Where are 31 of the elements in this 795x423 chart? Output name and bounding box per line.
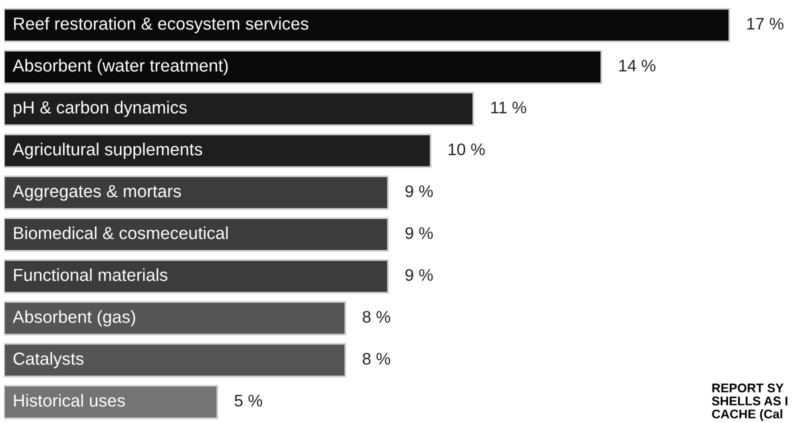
data-label: 10 %	[448, 143, 485, 156]
data-label: 9 %	[405, 227, 433, 240]
y-tick-label: Absorbent (water treatment)	[12, 58, 228, 76]
bar	[4, 92, 474, 126]
data-label: 8 %	[362, 310, 390, 323]
bar	[4, 301, 346, 336]
y-tick-label: Historical uses	[14, 394, 125, 407]
data-label: 11 %	[491, 102, 526, 114]
bar	[4, 384, 218, 420]
data-label: 5 %	[234, 394, 262, 407]
data-label: 17 %	[747, 18, 784, 30]
bar	[4, 343, 346, 378]
bar	[4, 259, 389, 294]
y-tick-label: Functional materials	[14, 268, 168, 282]
data-label: 8 %	[362, 352, 390, 365]
annotation: REPORT SY SHELLS AS I CACHE (Cal	[712, 384, 788, 421]
y-tick-label: Aggregates & mortars	[12, 185, 181, 201]
bar	[4, 175, 389, 210]
bar	[4, 50, 602, 84]
data-label: 9 %	[405, 269, 433, 281]
y-tick-label: pH & carbon dynamics	[14, 100, 187, 117]
bar	[4, 134, 432, 168]
data-label: 9 %	[405, 185, 433, 198]
y-tick-label: Absorbent (gas)	[12, 310, 136, 326]
bar	[4, 217, 389, 252]
y-tick-label: Biomedical & cosmeceutical	[14, 226, 228, 240]
y-tick-label: Catalysts	[14, 352, 84, 368]
y-tick-label: Agricultural supplements	[12, 142, 202, 159]
data-label: 14 %	[619, 60, 656, 72]
bar	[4, 8, 730, 42]
y-tick-label: Reef restoration & ecosystem services	[14, 17, 308, 34]
